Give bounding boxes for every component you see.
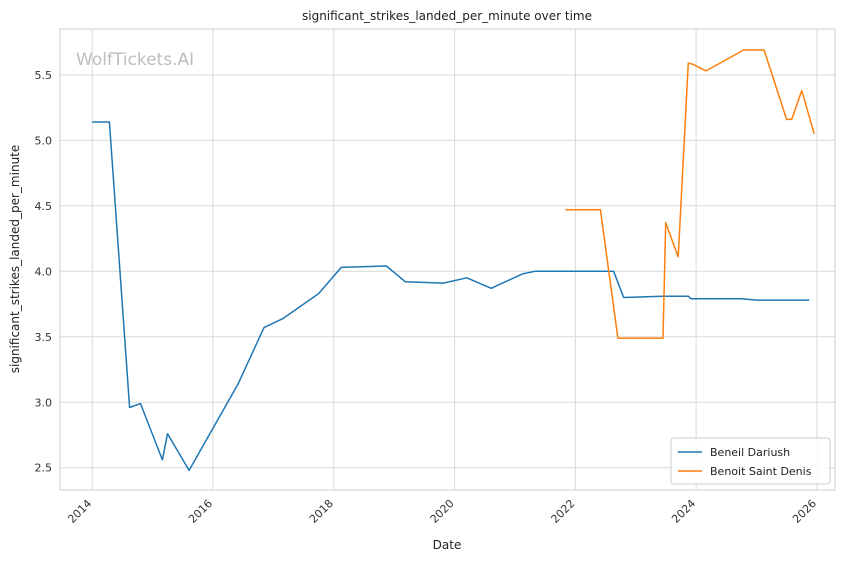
series-line-beneil-dariush: [92, 121, 810, 472]
chart-title: significant_strikes_landed_per_minute ov…: [302, 9, 592, 23]
grid-lines: [60, 29, 835, 490]
y-tick-label: 4.5: [35, 200, 53, 213]
x-tick-label: 2024: [669, 497, 698, 526]
x-axis-ticks: 2014 2016 2018 2020 2022 2024 2026: [65, 497, 819, 526]
plot-frame: [59, 28, 836, 491]
series-line-benoit-saint-denis: [565, 49, 815, 339]
y-tick-label: 2.5: [35, 462, 53, 475]
watermark-text: WolfTickets.AI: [76, 50, 194, 70]
x-tick-label: 2014: [65, 497, 94, 526]
x-tick-label: 2016: [186, 497, 215, 526]
plot-area: [60, 29, 835, 490]
y-tick-label: 5.0: [35, 134, 53, 147]
y-tick-label: 5.5: [35, 69, 53, 82]
y-tick-label: 3.0: [35, 396, 53, 409]
x-tick-label: 2026: [790, 497, 819, 526]
legend-box: [670, 437, 831, 485]
legend-label-beneil-dariush: Beneil Dariush: [710, 446, 790, 459]
y-tick-label: 4.0: [35, 265, 53, 278]
y-axis-ticks: 2.5 3.0 3.5 4.0 4.5 5.0 5.5: [35, 69, 53, 475]
series-layer: [92, 49, 815, 472]
x-tick-label: 2020: [428, 497, 457, 526]
legend-label-benoit-saint-denis: Benoit Saint Denis: [710, 465, 812, 478]
y-axis-title: significant_strikes_landed_per_minute: [8, 145, 22, 374]
x-tick-label: 2022: [549, 497, 578, 526]
x-axis-title: Date: [433, 538, 462, 552]
y-tick-label: 3.5: [35, 331, 53, 344]
legend: Beneil Dariush Benoit Saint Denis: [670, 437, 831, 485]
x-tick-label: 2018: [307, 497, 336, 526]
